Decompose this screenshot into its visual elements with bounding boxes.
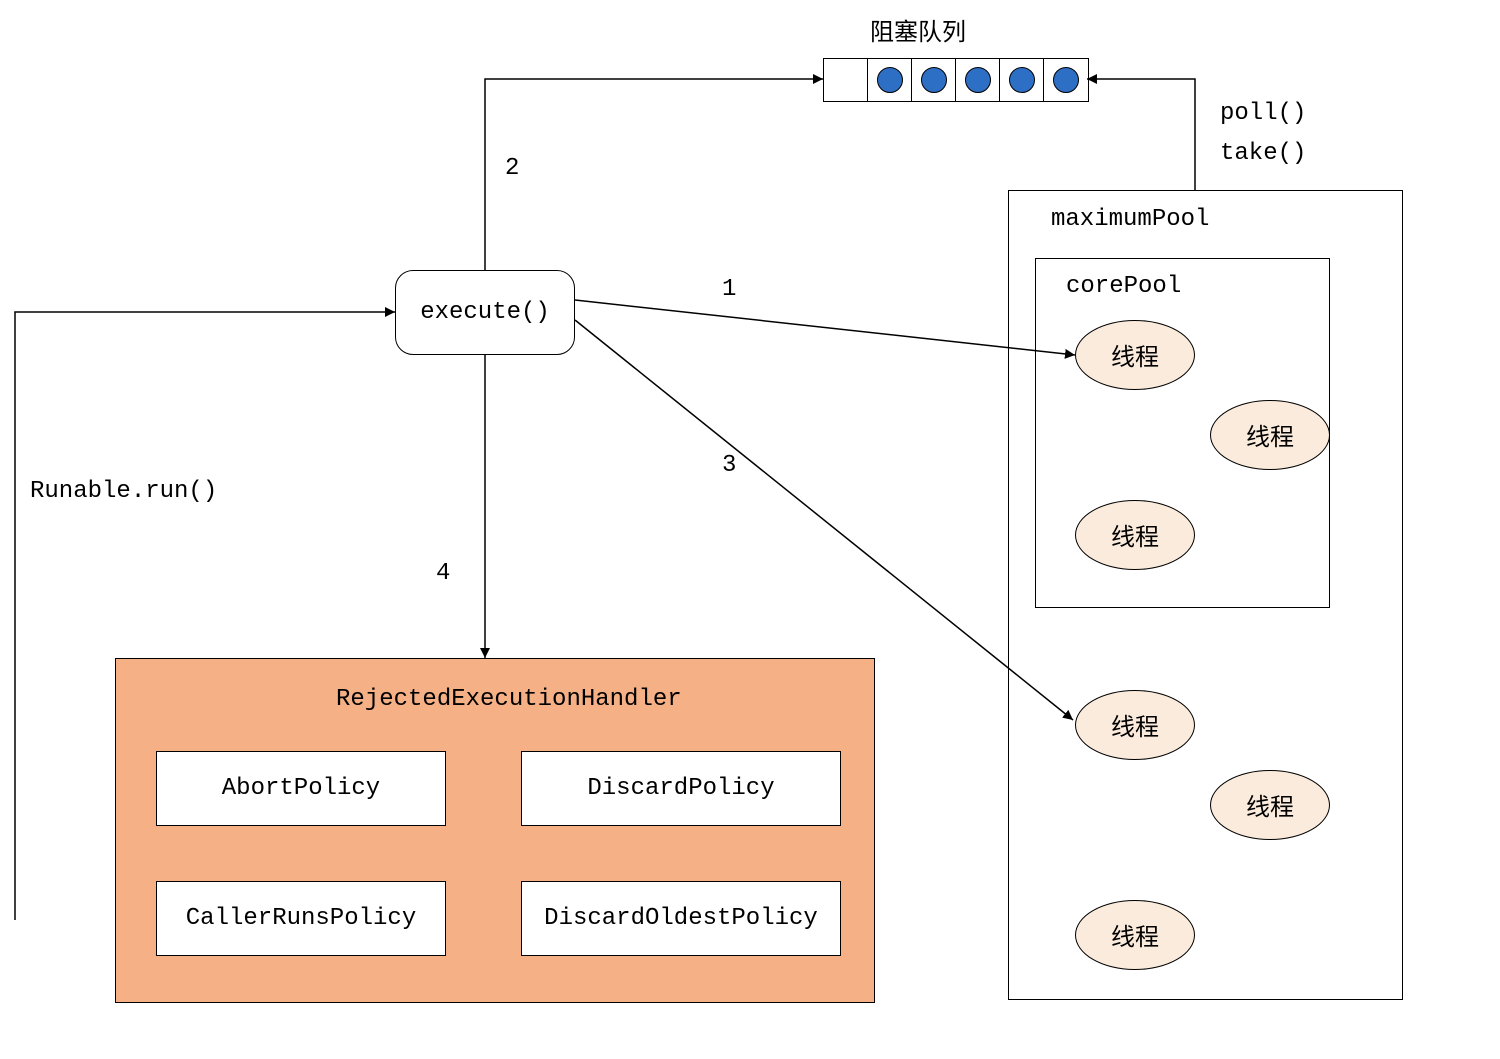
thread-node-6: 线程 bbox=[1075, 900, 1195, 970]
poll-label: poll() bbox=[1220, 100, 1306, 127]
thread-label: 线程 bbox=[1246, 787, 1294, 823]
queue-cell bbox=[956, 59, 1000, 101]
queue-cell bbox=[1044, 59, 1088, 101]
edge-pool_to_queue bbox=[1087, 79, 1195, 190]
policy-callerruns: CallerRunsPolicy bbox=[156, 881, 446, 956]
policy-label: DiscardPolicy bbox=[587, 775, 774, 802]
queue-dot-icon bbox=[1009, 67, 1035, 93]
maximum-pool-label: maximumPool bbox=[1051, 206, 1209, 233]
edge-label-4: 4 bbox=[436, 560, 450, 587]
queue-cell bbox=[868, 59, 912, 101]
edge-execute_to_queue bbox=[485, 79, 823, 270]
handler-title: RejectedExecutionHandler bbox=[336, 686, 682, 713]
queue-cell bbox=[912, 59, 956, 101]
queue-cell bbox=[1000, 59, 1044, 101]
thread-node-3: 线程 bbox=[1075, 500, 1195, 570]
queue-dot-icon bbox=[965, 67, 991, 93]
queue-cell bbox=[824, 59, 868, 101]
rejected-handler-box: RejectedExecutionHandler AbortPolicy Dis… bbox=[115, 658, 875, 1003]
queue-dot-icon bbox=[877, 67, 903, 93]
policy-label: CallerRunsPolicy bbox=[186, 905, 416, 932]
thread-node-4: 线程 bbox=[1075, 690, 1195, 760]
thread-label: 线程 bbox=[1111, 337, 1159, 373]
execute-label: execute() bbox=[420, 299, 550, 326]
thread-node-1: 线程 bbox=[1075, 320, 1195, 390]
edge-execute_to_corepool bbox=[575, 300, 1075, 355]
policy-discard: DiscardPolicy bbox=[521, 751, 841, 826]
thread-label: 线程 bbox=[1111, 707, 1159, 743]
thread-label: 线程 bbox=[1111, 917, 1159, 953]
take-label: take() bbox=[1220, 140, 1306, 167]
runnable-label: Runable.run() bbox=[30, 478, 217, 505]
core-pool-label: corePool bbox=[1066, 273, 1181, 300]
edge-label-2: 2 bbox=[505, 155, 519, 182]
thread-label: 线程 bbox=[1111, 517, 1159, 553]
queue-title: 阻塞队列 bbox=[870, 12, 966, 48]
execute-node: execute() bbox=[395, 270, 575, 355]
queue-dot-icon bbox=[921, 67, 947, 93]
policy-label: DiscardOldestPolicy bbox=[544, 905, 818, 932]
policy-abort: AbortPolicy bbox=[156, 751, 446, 826]
thread-label: 线程 bbox=[1246, 417, 1294, 453]
blocking-queue bbox=[823, 58, 1089, 102]
policy-label: AbortPolicy bbox=[222, 775, 380, 802]
queue-dot-icon bbox=[1053, 67, 1079, 93]
edge-label-1: 1 bbox=[722, 276, 736, 303]
edge-label-3: 3 bbox=[722, 452, 736, 479]
thread-node-2: 线程 bbox=[1210, 400, 1330, 470]
policy-discardoldest: DiscardOldestPolicy bbox=[521, 881, 841, 956]
thread-node-5: 线程 bbox=[1210, 770, 1330, 840]
